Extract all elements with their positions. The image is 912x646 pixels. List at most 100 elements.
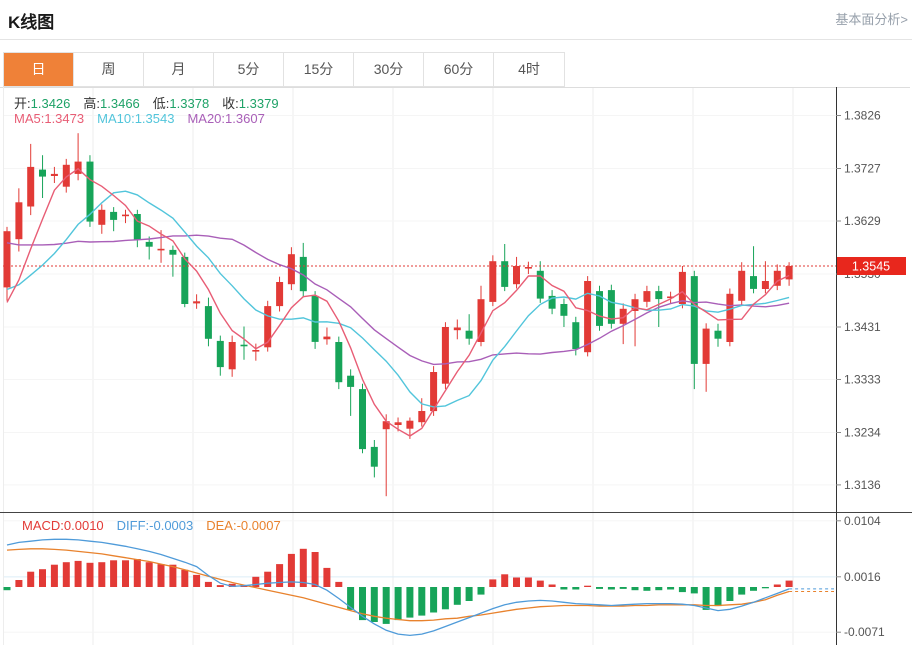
macd-bar [773, 584, 781, 587]
candle-body [394, 422, 402, 425]
candle-body [110, 211, 118, 220]
tab-5分[interactable]: 5分 [214, 53, 284, 86]
macd-axis: 0.0104 0.0016 -0.0071 [836, 514, 885, 639]
candle-body [3, 231, 11, 288]
candle-body [453, 327, 461, 331]
price-axis-label: 1.3727 [844, 162, 881, 176]
macd-bar [122, 560, 129, 587]
macd-bar [572, 587, 580, 590]
candle-body [299, 256, 307, 292]
tab-30分[interactable]: 30分 [354, 53, 424, 86]
kline-chart[interactable]: 1.38261.37271.36291.35301.34311.33331.32… [0, 87, 912, 645]
candle-body [607, 290, 615, 324]
macd-bar [276, 564, 284, 587]
price-axis-label: 1.3333 [844, 373, 881, 387]
candle-body [584, 281, 592, 353]
macd-bar [690, 587, 698, 594]
tab-60分[interactable]: 60分 [424, 53, 494, 86]
candle-body [501, 261, 509, 287]
macd-bar [536, 580, 544, 587]
price-axis-label: 1.3629 [844, 214, 881, 228]
candle-body [738, 270, 746, 301]
macd-bar [204, 581, 212, 587]
candle-body [631, 299, 639, 311]
candle-body [572, 322, 580, 349]
macd-bar [607, 587, 615, 590]
macd-bar [169, 564, 177, 587]
candle-body [264, 306, 272, 348]
macd-bar [761, 587, 769, 589]
macd-bar [86, 562, 94, 587]
price-tag-box [837, 257, 906, 275]
macd-axis-label: 0.0016 [844, 570, 881, 584]
macd-bar [453, 587, 461, 605]
macd-bar [74, 560, 82, 587]
price-axis-label: 1.3234 [844, 426, 881, 440]
macd-bar [157, 564, 165, 587]
macd-bar [560, 587, 568, 590]
candle-body [27, 166, 35, 207]
candle-body [441, 327, 449, 384]
candle-body [524, 267, 532, 269]
candle-body [228, 342, 236, 370]
candle-body [145, 241, 153, 247]
tab-周[interactable]: 周 [74, 53, 144, 86]
candle-body [714, 330, 722, 339]
candle-body [418, 411, 426, 423]
candle-body [204, 306, 212, 339]
candle-body [39, 169, 46, 177]
candle-body [193, 301, 201, 304]
macd-bar [110, 560, 118, 587]
candle-body [15, 202, 23, 240]
macd-bar [181, 569, 189, 587]
candle-body [276, 282, 284, 307]
candle-body [335, 342, 343, 383]
tab-日[interactable]: 日 [4, 53, 74, 86]
macd-bar [738, 587, 746, 595]
tab-15分[interactable]: 15分 [284, 53, 354, 86]
macd-bar [584, 585, 592, 587]
candle-body [323, 336, 331, 340]
macd-bar [726, 587, 734, 601]
macd-bar [50, 564, 58, 587]
macd-axis-label: 0.0104 [844, 514, 881, 528]
macd-bar [145, 562, 153, 587]
macd-bar [193, 574, 201, 587]
macd-bar [252, 576, 260, 587]
macd-histogram [3, 548, 793, 624]
dea-line [6, 548, 790, 622]
candle-body [311, 295, 319, 342]
fundamental-analysis-link[interactable]: 基本面分析> [835, 12, 908, 27]
candle-body [726, 293, 734, 342]
candle-body [477, 299, 485, 342]
macd-bar [133, 559, 141, 587]
tab-月[interactable]: 月 [144, 53, 214, 86]
macd-bar [418, 587, 426, 616]
macd-bar [430, 587, 438, 613]
macd-bar [714, 587, 722, 607]
macd-bar [477, 587, 485, 595]
candle-body [169, 249, 177, 255]
macd-bar [39, 569, 46, 587]
macd-bar [667, 587, 675, 590]
candle-body [536, 270, 544, 299]
candle-body [773, 270, 781, 286]
macd-bar [501, 574, 509, 587]
candle-body [678, 271, 686, 304]
tab-4时[interactable]: 4时 [494, 53, 564, 86]
macd-bar [513, 577, 520, 587]
candle-body [690, 276, 698, 364]
candle-body [252, 350, 260, 352]
price-axis-label: 1.3431 [844, 320, 881, 334]
candle-body [761, 281, 769, 289]
candle-body [240, 344, 248, 347]
candle-body [548, 295, 556, 309]
macd-bar [382, 587, 390, 624]
candle-body [619, 308, 627, 324]
macd-bar [441, 587, 449, 610]
candle-body [62, 164, 70, 187]
diff-line [6, 538, 790, 637]
page-title: K线图 [8, 13, 55, 32]
macd-bar [335, 581, 343, 587]
candle-body [667, 296, 675, 299]
